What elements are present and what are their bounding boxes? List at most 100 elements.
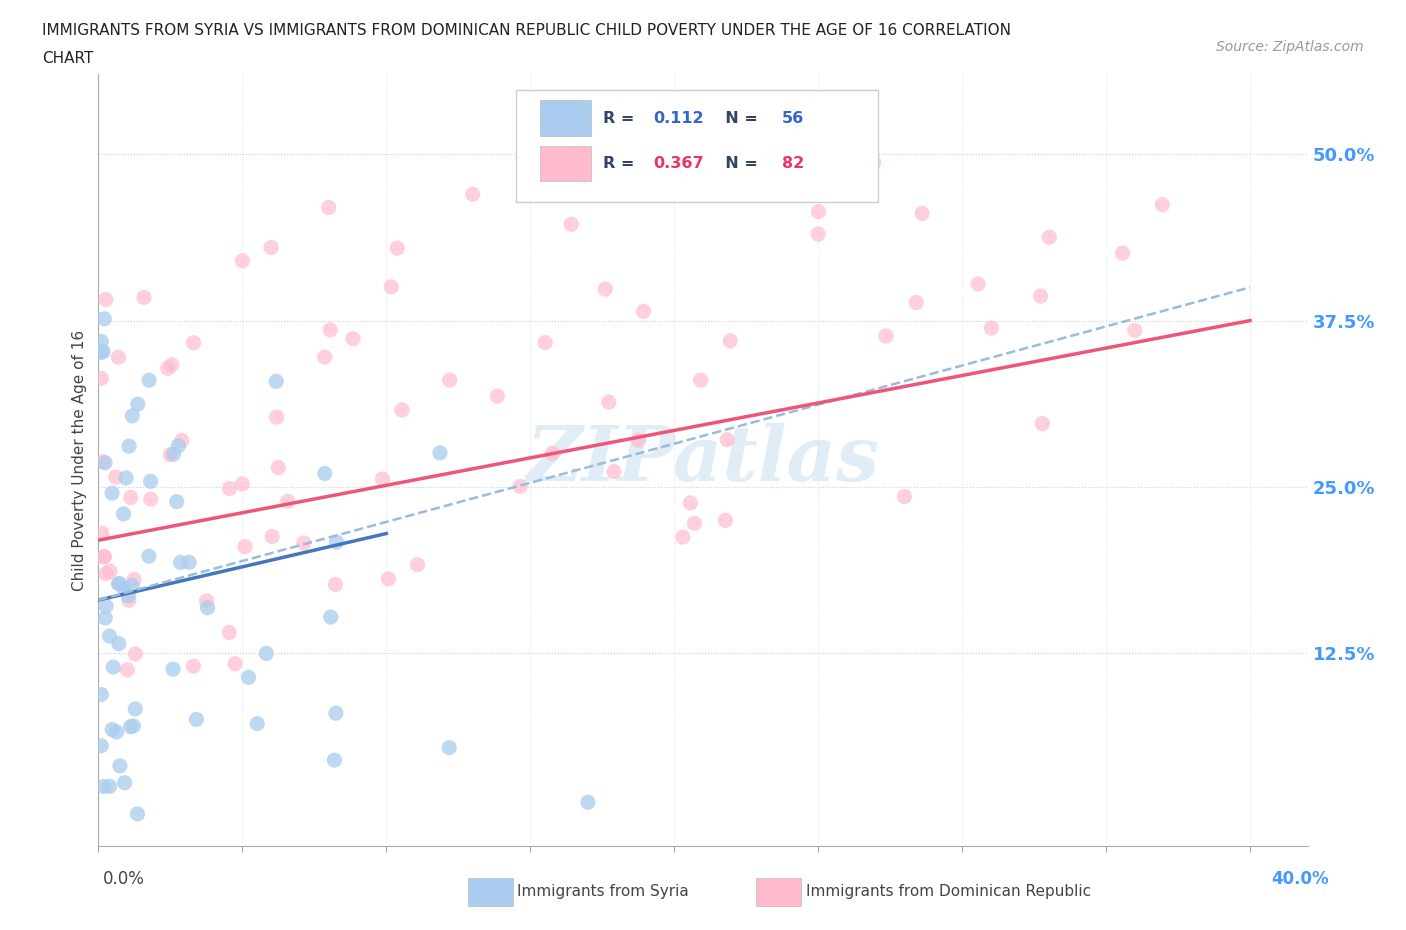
Point xyxy=(90,687,112,702)
Text: R =: R = xyxy=(603,156,640,171)
Point xyxy=(183,336,205,351)
Text: IMMIGRANTS FROM SYRIA VS IMMIGRANTS FROM DOMINICAN REPUBLIC CHILD POVERTY UNDER : IMMIGRANTS FROM SYRIA VS IMMIGRANTS FROM… xyxy=(42,23,1011,38)
Point xyxy=(120,490,142,505)
Point xyxy=(246,716,269,731)
Point xyxy=(461,187,484,202)
Point xyxy=(91,526,114,541)
Point xyxy=(98,629,121,644)
Point xyxy=(371,472,394,486)
Point xyxy=(627,432,650,447)
Text: 0.367: 0.367 xyxy=(654,156,704,171)
Point xyxy=(132,290,155,305)
Point xyxy=(683,516,706,531)
Point xyxy=(91,344,114,359)
Point xyxy=(218,625,240,640)
Point xyxy=(679,496,702,511)
Point xyxy=(122,719,145,734)
Point xyxy=(716,432,738,447)
Point xyxy=(875,328,897,343)
Point xyxy=(107,350,129,365)
Point xyxy=(90,738,112,753)
Text: CHART: CHART xyxy=(42,51,94,66)
Point xyxy=(91,455,114,470)
Point xyxy=(292,536,315,551)
Point xyxy=(107,577,129,591)
Point xyxy=(672,530,695,545)
Point xyxy=(1152,197,1174,212)
Point xyxy=(108,636,131,651)
Point xyxy=(905,295,928,310)
Point xyxy=(1029,288,1052,303)
Point xyxy=(689,373,711,388)
Point xyxy=(94,599,117,614)
Y-axis label: Child Poverty Under the Age of 16: Child Poverty Under the Age of 16 xyxy=(72,330,87,591)
Point xyxy=(218,481,240,496)
FancyBboxPatch shape xyxy=(540,146,591,181)
Point xyxy=(911,206,934,221)
Point xyxy=(93,550,115,565)
Point xyxy=(93,779,115,794)
Point xyxy=(406,557,429,572)
Point xyxy=(197,600,219,615)
Point xyxy=(94,292,117,307)
Point xyxy=(593,282,616,297)
Point xyxy=(179,555,201,570)
Point xyxy=(807,227,830,242)
Point xyxy=(233,539,256,554)
Text: 82: 82 xyxy=(782,156,804,171)
Text: R =: R = xyxy=(603,111,640,126)
Point xyxy=(183,658,205,673)
Point xyxy=(108,577,131,591)
Point xyxy=(380,279,402,294)
Point xyxy=(807,204,830,219)
Point xyxy=(277,494,299,509)
Point xyxy=(117,589,139,604)
Text: N =: N = xyxy=(714,156,763,171)
Point xyxy=(598,394,620,409)
Text: 0.112: 0.112 xyxy=(654,111,704,126)
Point xyxy=(166,494,188,509)
Point xyxy=(967,276,990,291)
Point xyxy=(98,779,121,794)
Point xyxy=(162,446,184,461)
Point xyxy=(94,566,117,581)
Point xyxy=(112,507,135,522)
Point xyxy=(186,712,208,727)
Point xyxy=(1123,323,1146,338)
Point xyxy=(138,549,160,564)
Text: 40.0%: 40.0% xyxy=(1271,870,1329,888)
Point xyxy=(121,578,143,593)
Point xyxy=(170,433,193,448)
Point xyxy=(325,535,347,550)
Point xyxy=(260,240,283,255)
Point xyxy=(127,397,149,412)
Point xyxy=(138,373,160,388)
Point xyxy=(1111,246,1133,260)
Point xyxy=(387,241,409,256)
Point xyxy=(262,529,284,544)
Point xyxy=(124,701,146,716)
Point xyxy=(94,610,117,625)
Text: Immigrants from Syria: Immigrants from Syria xyxy=(517,884,689,899)
Point xyxy=(93,549,115,564)
Point xyxy=(112,581,135,596)
Point xyxy=(893,489,915,504)
Text: Immigrants from Dominican Republic: Immigrants from Dominican Republic xyxy=(806,884,1091,899)
Point xyxy=(94,456,117,471)
Point xyxy=(115,471,138,485)
Point xyxy=(606,173,628,188)
Point xyxy=(560,217,582,232)
Point xyxy=(159,447,181,462)
Point xyxy=(90,334,112,349)
Point xyxy=(439,373,461,388)
Point xyxy=(391,403,413,418)
Point xyxy=(318,200,340,215)
Text: N =: N = xyxy=(714,111,763,126)
Point xyxy=(127,806,149,821)
Point xyxy=(603,464,626,479)
Point xyxy=(576,795,599,810)
Text: ZIPatlas: ZIPatlas xyxy=(526,423,880,498)
Point xyxy=(167,438,190,453)
Point xyxy=(534,335,557,350)
Point xyxy=(714,513,737,528)
